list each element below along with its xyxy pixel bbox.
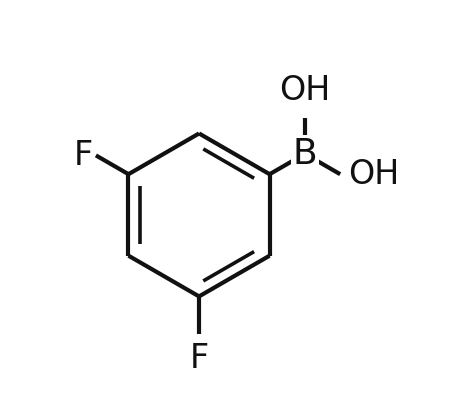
Text: OH: OH: [279, 74, 330, 107]
Text: OH: OH: [348, 158, 399, 191]
Text: F: F: [190, 342, 209, 375]
Text: F: F: [73, 139, 93, 172]
Text: B: B: [292, 137, 317, 171]
